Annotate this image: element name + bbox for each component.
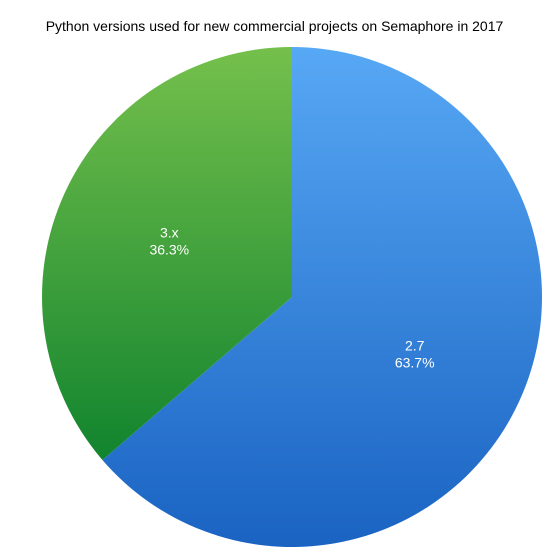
pie-slice-2-7 (102, 47, 542, 547)
pie-slices (41, 47, 542, 547)
slice-percent-label: 63.7% (395, 354, 435, 370)
slice-category-label: 3.x (160, 225, 179, 241)
chart-title: Python versions used for new commercial … (45, 18, 504, 34)
pie-labels: 2.763.7% 3.x36.3% (149, 225, 434, 371)
slice-category-label: 2.7 (405, 337, 425, 353)
pie-slice-3-x (41, 47, 292, 460)
slice-percent-label: 36.3% (149, 242, 189, 258)
